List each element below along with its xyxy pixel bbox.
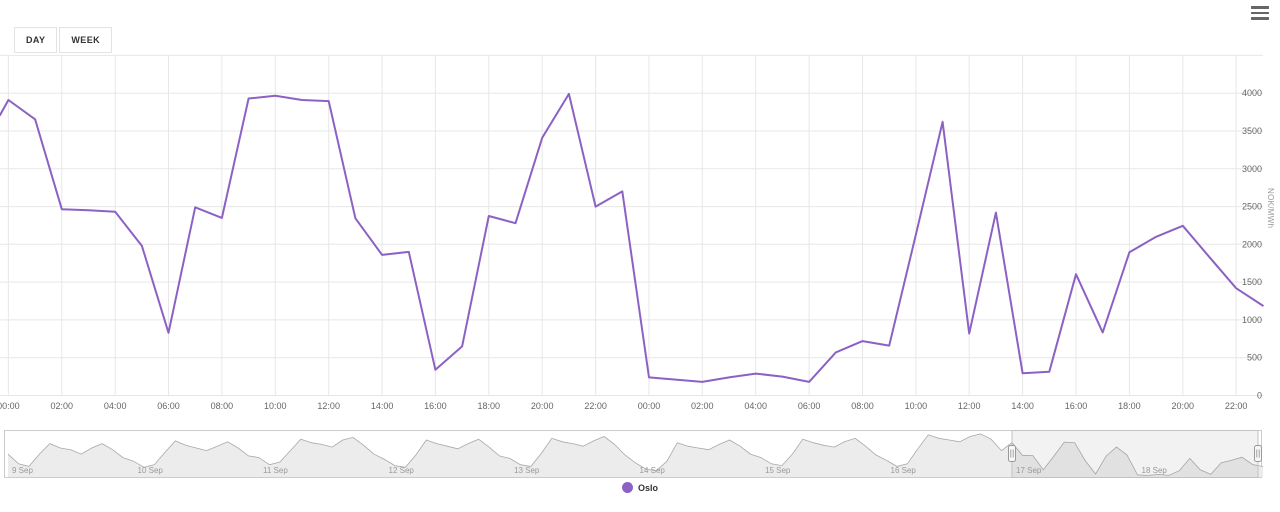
y-axis-label: 1500 bbox=[1242, 277, 1262, 287]
y-axis-label: 500 bbox=[1247, 353, 1262, 363]
navigator-handle-right[interactable] bbox=[1254, 445, 1262, 462]
x-axis-label: 04:00 bbox=[744, 401, 767, 411]
x-axis-label: 22:00 bbox=[584, 401, 607, 411]
x-axis-label: 04:00 bbox=[104, 401, 127, 411]
navigator-window[interactable] bbox=[1011, 430, 1259, 478]
export-menu-button[interactable] bbox=[1251, 5, 1269, 21]
x-axis-label: 00:00 bbox=[0, 401, 20, 411]
x-axis-label: 02:00 bbox=[51, 401, 74, 411]
x-axis-label: 02:00 bbox=[691, 401, 714, 411]
y-axis-label: 2500 bbox=[1242, 202, 1262, 212]
y-axis-label: 1000 bbox=[1242, 315, 1262, 325]
series-line-oslo[interactable] bbox=[0, 92, 1264, 383]
navigator-outline bbox=[7, 433, 1264, 476]
navigator-date-label: 13 Sep bbox=[514, 466, 540, 475]
navigator-date-label: 16 Sep bbox=[891, 466, 917, 475]
x-axis-label: 08:00 bbox=[211, 401, 234, 411]
x-axis-label: 22:00 bbox=[1225, 401, 1248, 411]
x-axis-label: 06:00 bbox=[157, 401, 180, 411]
x-axis-label: 08:00 bbox=[851, 401, 874, 411]
x-axis-label: 20:00 bbox=[531, 401, 554, 411]
main-plot-area[interactable]: 00:00 02:00 04:00 06:00 08:00 10:00 12:00 14:00… bbox=[0, 50, 1280, 414]
y-axis-label: 3000 bbox=[1242, 164, 1262, 174]
x-axis-label: 10:00 bbox=[264, 401, 287, 411]
legend-marker-icon bbox=[621, 482, 633, 493]
x-axis-label: 16:00 bbox=[424, 401, 447, 411]
navigator-handle-left[interactable] bbox=[1008, 445, 1016, 462]
x-axis-label: 14:00 bbox=[1011, 401, 1034, 411]
x-axis-label: 00:00 bbox=[638, 401, 661, 411]
x-axis-label: 10:00 bbox=[905, 401, 928, 411]
navigator-date-label: 11 Sep bbox=[263, 466, 288, 475]
legend: Oslo bbox=[0, 482, 1280, 493]
navigator-date-label: 18 Sep bbox=[1142, 466, 1168, 475]
y-axis-label: 2000 bbox=[1242, 239, 1262, 249]
navigator-date-label: 10 Sep bbox=[138, 466, 164, 475]
x-axis-label: 12:00 bbox=[317, 401, 340, 411]
range-selector: DAY WEEK bbox=[14, 27, 112, 53]
y-axis-title: NOK/MWh bbox=[1266, 188, 1275, 229]
navigator-date-label: 17 Sep bbox=[1016, 466, 1042, 475]
x-axis-label: 18:00 bbox=[478, 401, 501, 411]
y-axis-label: 3500 bbox=[1242, 126, 1262, 136]
x-axis-label: 06:00 bbox=[798, 401, 821, 411]
x-axis-label: 14:00 bbox=[371, 401, 394, 411]
navigator-date-label: 12 Sep bbox=[389, 466, 415, 475]
y-axis-label: 4000 bbox=[1242, 88, 1262, 98]
day-button[interactable]: DAY bbox=[14, 27, 58, 53]
x-axis-label: 16:00 bbox=[1065, 401, 1088, 411]
x-axis-label: 20:00 bbox=[1172, 401, 1195, 411]
legend-label: Oslo bbox=[637, 482, 658, 493]
legend-item-oslo[interactable]: Oslo bbox=[621, 482, 658, 493]
week-button[interactable]: WEEK bbox=[59, 27, 112, 53]
x-axis-label: 12:00 bbox=[958, 401, 981, 411]
navigator-date-label: 15 Sep bbox=[765, 466, 791, 475]
navigator-date-label: 9 Sep bbox=[12, 466, 33, 475]
y-axis-label: 0 bbox=[1257, 391, 1262, 401]
navigator-date-label: 14 Sep bbox=[640, 466, 666, 475]
x-axis-label: 18:00 bbox=[1118, 401, 1141, 411]
navigator[interactable]: 9 Sep 10 Sep 11 Sep 12 Sep 13 Sep 14 Sep 15 Se… bbox=[4, 430, 1264, 478]
